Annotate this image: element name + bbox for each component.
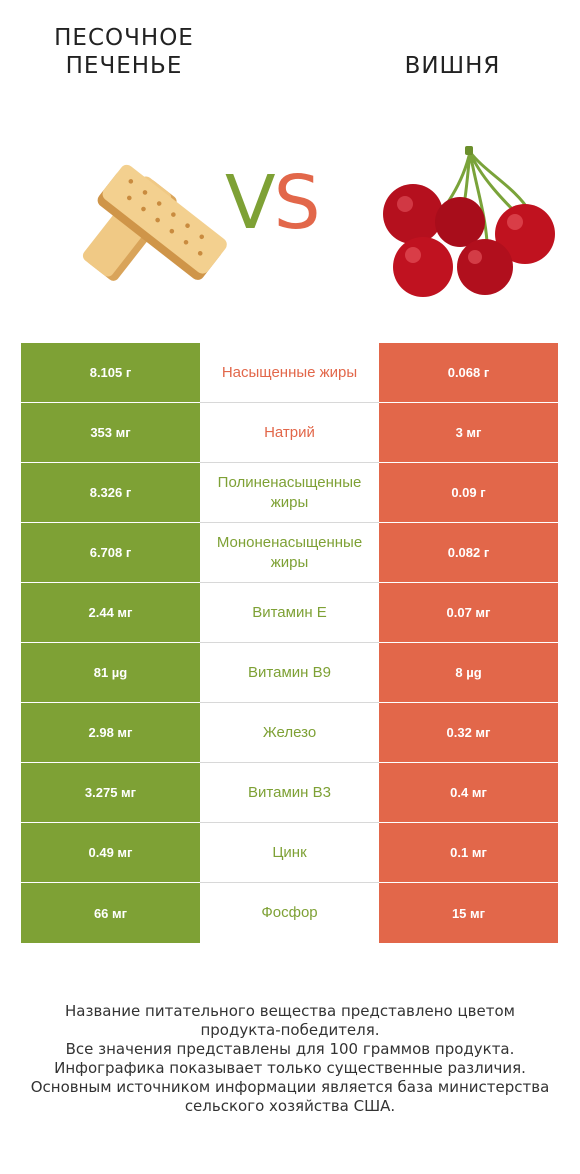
- nutrient-name: Железо: [200, 703, 379, 763]
- right-value: 0.07 мг: [379, 583, 558, 643]
- left-value: 3.275 мг: [21, 763, 200, 823]
- right-value: 3 мг: [379, 403, 558, 463]
- left-value: 2.44 мг: [21, 583, 200, 643]
- left-value: 2.98 мг: [21, 703, 200, 763]
- right-value: 0.082 г: [379, 523, 558, 583]
- footer-notes: Название питательного вещества представл…: [20, 1002, 560, 1116]
- nutrient-name: Насыщенные жиры: [200, 343, 379, 403]
- left-value: 0.49 мг: [21, 823, 200, 883]
- table-row: 3.275 мг Витамин B3 0.4 мг: [21, 763, 558, 823]
- comparison-table: 8.105 г Насыщенные жиры 0.068 г 353 мг Натри…: [21, 343, 558, 943]
- right-product-title: ВИШНЯ: [404, 53, 501, 79]
- nutrient-name: Цинк: [200, 823, 379, 883]
- table-row: 6.708 г Мононенасыщенные жиры 0.082 г: [21, 523, 558, 583]
- left-value: 81 µg: [21, 643, 200, 703]
- left-title-line1: ПЕСОЧНОЕ: [54, 25, 194, 51]
- footer-line: сельского хозяйства США.: [184, 1097, 396, 1115]
- left-value: 8.105 г: [21, 343, 200, 403]
- left-value: 8.326 г: [21, 463, 200, 523]
- nutrient-name: Витамин B3: [200, 763, 379, 823]
- shortbread-image: [82, 164, 227, 281]
- table-row: 353 мг Натрий 3 мг: [21, 403, 558, 463]
- vs-label: VS: [225, 160, 321, 246]
- nutrient-name: Мононенасыщенные жиры: [200, 523, 379, 583]
- footer-line: Название питательного вещества представл…: [65, 1002, 515, 1020]
- left-product-title: ПЕСОЧНОЕ ПЕЧЕНЬЕ: [24, 24, 224, 80]
- table-row: 8.105 г Насыщенные жиры 0.068 г: [21, 343, 558, 403]
- footer-line: продукта-победителя.: [200, 1021, 380, 1039]
- table-row: 0.49 мг Цинк 0.1 мг: [21, 823, 558, 883]
- right-value: 0.1 мг: [379, 823, 558, 883]
- right-value: 15 мг: [379, 883, 558, 943]
- left-value: 66 мг: [21, 883, 200, 943]
- table-row: 81 µg Витамин B9 8 µg: [21, 643, 558, 703]
- table-row: 2.44 мг Витамин E 0.07 мг: [21, 583, 558, 643]
- right-value: 8 µg: [379, 643, 558, 703]
- nutrient-name: Натрий: [200, 403, 379, 463]
- nutrient-name: Витамин E: [200, 583, 379, 643]
- cherries-image: [383, 146, 555, 297]
- footer-line: Инфографика показывает только существенн…: [54, 1059, 526, 1077]
- nutrient-name: Фосфор: [200, 883, 379, 943]
- table-row: 2.98 мг Железо 0.32 мг: [21, 703, 558, 763]
- nutrient-name: Полиненасыщенные жиры: [200, 463, 379, 523]
- left-title-line2: ПЕЧЕНЬЕ: [65, 53, 183, 79]
- table-row: 66 мг Фосфор 15 мг: [21, 883, 558, 943]
- right-value: 0.09 г: [379, 463, 558, 523]
- left-value: 6.708 г: [21, 523, 200, 583]
- right-value: 0.068 г: [379, 343, 558, 403]
- right-value: 0.4 мг: [379, 763, 558, 823]
- table-row: 8.326 г Полиненасыщенные жиры 0.09 г: [21, 463, 558, 523]
- footer-line: Основным источником информации является …: [30, 1078, 550, 1096]
- footer-line: Все значения представлены для 100 граммо…: [65, 1040, 515, 1058]
- right-value: 0.32 мг: [379, 703, 558, 763]
- left-value: 353 мг: [21, 403, 200, 463]
- nutrient-name: Витамин B9: [200, 643, 379, 703]
